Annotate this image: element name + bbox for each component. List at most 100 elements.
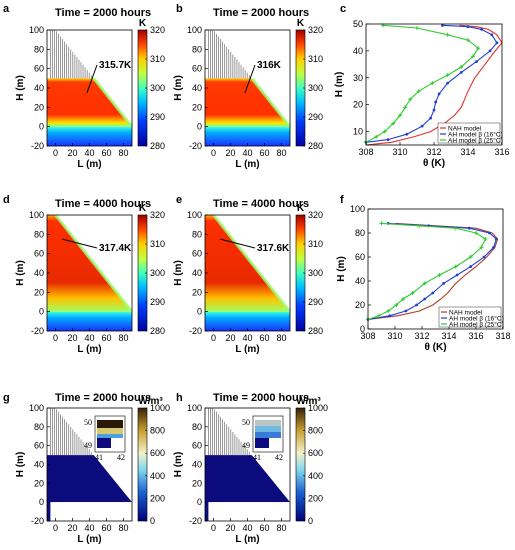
y-tick-label: 100 [350,204,365,214]
y-tick-label: 100 [29,403,44,413]
x-tick-label: 80 [276,523,286,533]
colorbar-unit: K [297,18,305,29]
inset-x-tick-label: 41 [253,453,261,462]
y-tick-label: 60 [34,441,44,451]
series-line [367,222,499,320]
series-marker [388,314,391,318]
panel-letter: d [3,194,10,206]
colorbar-tick-label: 310 [150,239,165,249]
series-marker [442,282,445,285]
y-tick-label: 10 [353,127,363,137]
colorbar [295,407,306,522]
colorbar-unit: K [297,203,305,214]
series-marker [408,97,413,102]
inset-y-tick-label: 50 [242,418,250,427]
colorbar-tick-label: 280 [308,326,323,336]
colorbar-tick-label: 800 [308,426,323,436]
panel-title: Time = 2000 hours [213,7,309,19]
series-marker [466,25,470,29]
y-tick-label: 100 [187,210,202,220]
series-marker [403,105,408,110]
series-marker [459,71,463,74]
series-marker [420,124,424,128]
colorbar-tick-label: 300 [150,268,165,278]
inset-x-tick-label: 42 [275,453,283,462]
colorbar-tick-label: 290 [308,112,323,122]
series-marker [386,309,391,313]
series-marker [483,237,488,241]
x-tick-label: 40 [84,148,94,158]
colorbar-unit: W/m³ [296,396,321,407]
annotation-label: 317.4K [99,243,132,254]
x-tick-label: 0 [53,148,58,158]
legend-box [437,122,501,144]
series-marker [471,54,476,59]
panel-a: a Time = 2000 hours 0 20 40 60 80 -20 0 20 40 60 80 1… [3,3,165,170]
series-marker [455,273,459,277]
x-axis-label: θ (K) [423,158,445,169]
legend-label: NAH model [449,309,483,316]
y-tick-label: 40 [34,268,44,278]
x-tick-label: 80 [276,333,286,343]
series-marker [482,255,486,259]
x-tick-label: 40 [242,333,252,343]
fill-body [47,215,132,312]
x-axis-label: L (m) [235,159,259,170]
y-tick-label: -20 [189,516,202,526]
colorbar-tick-label: 290 [308,297,323,307]
inset-base [255,438,269,448]
colorbar-tick-label: 400 [150,471,165,481]
y-tick-label: 80 [355,228,365,238]
y-tick-label: 0 [197,497,202,507]
series-marker [431,291,435,295]
legend-label: AH model β (16°C) [448,130,503,138]
colorbar-tick-label: 300 [308,268,323,278]
inset-y-tick-label: 49 [84,441,92,450]
inset-border [252,415,284,453]
colorbar-unit: W/m³ [138,396,163,407]
colorbar-tick-label: 280 [308,141,323,151]
series-marker [429,116,432,120]
series-marker [492,246,495,249]
fill-body [205,455,290,503]
y-axis-label: H (m) [336,256,347,282]
y-tick-label: 60 [34,249,44,259]
x-tick-label: 60 [101,523,111,533]
annotation-label: 316K [257,60,282,71]
series-marker [474,231,478,235]
inset-hot-band [97,420,123,428]
x-tick-label: 308 [358,147,373,157]
panel-g: g Time = 2000 hours 0 20 40 60 80 -20 0 20 40 60 80 1… [3,392,170,545]
colorbar-tick-label: 300 [150,83,165,93]
y-tick-label: 60 [192,64,202,74]
series-marker [468,255,473,259]
x-tick-label: 80 [118,333,128,343]
y-tick-label: 60 [192,249,202,259]
series-marker [453,226,458,231]
x-tick-label: 60 [259,523,269,533]
series-marker [410,291,415,295]
panel-letter: h [176,392,183,404]
y-tick-label: 0 [197,307,202,317]
annotation-label: 317.6K [257,243,290,254]
fill-body [47,78,132,127]
inset-border [94,415,126,453]
y-tick-label: 0 [39,122,44,132]
x-tick-label: 312 [426,147,441,157]
series-marker [394,303,399,307]
colorbar-tick-label: 320 [308,210,323,220]
series-marker [415,303,418,307]
colorbar-tick-label: 0 [150,516,155,526]
panel-b: b Time = 2000 hours 0 20 40 60 80 -20 0 20 40 60 80 1… [173,3,323,170]
inset-cool-band [97,434,123,438]
y-tick-label: -20 [31,516,44,526]
series-marker [459,65,464,70]
y-tick-label: 100 [187,25,202,35]
y-tick-label: 20 [192,102,202,112]
plot-frame [367,208,504,330]
y-tick-label: 80 [192,229,202,239]
series-marker [416,89,421,94]
colorbar-tick-label: 600 [308,448,323,458]
colorbar-tick-label: 400 [308,471,323,481]
